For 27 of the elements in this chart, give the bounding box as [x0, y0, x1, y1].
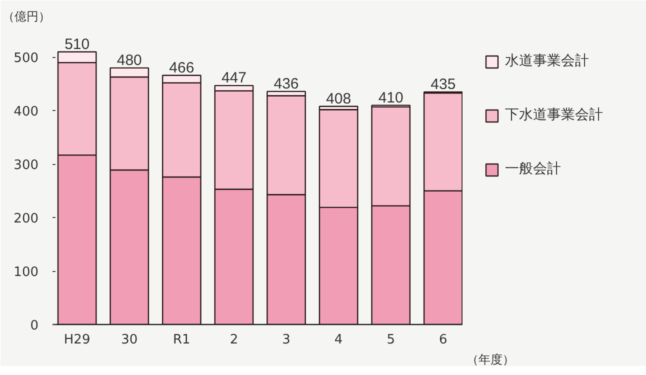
total-label: 435: [430, 76, 456, 93]
x-tick-label: 6: [439, 332, 448, 348]
legend-label: 水道事業会計: [505, 52, 589, 70]
y-tick-label: 400: [14, 104, 39, 120]
y-tick-label: 200: [14, 212, 39, 227]
x-axis-title: （年度）: [466, 352, 514, 366]
total-label: 410: [378, 89, 404, 106]
total-label: 466: [169, 59, 194, 76]
total-label: 436: [274, 75, 299, 92]
total-label: 480: [116, 52, 142, 69]
y-tick-label: 300: [14, 158, 39, 174]
x-tick-label: 3: [282, 332, 290, 348]
total-label: 510: [64, 36, 90, 53]
total-label: 408: [326, 90, 352, 108]
legend-label: 下水道事業会計: [505, 106, 603, 124]
legend-label: 一般会計: [505, 160, 561, 178]
x-tick-label: 5: [386, 332, 395, 348]
y-tick-label: 500: [14, 51, 39, 66]
x-tick-label: H29: [64, 332, 90, 348]
x-tick-label: 2: [230, 332, 238, 348]
x-tick-label: 4: [334, 332, 343, 348]
y-axis-title: （億円）: [2, 10, 50, 24]
x-tick-label: R1: [173, 332, 190, 348]
y-tick-label: 0: [30, 318, 39, 334]
y-tick-label: 100: [14, 265, 39, 280]
x-tick-label: 30: [121, 332, 138, 348]
total-label: 447: [221, 70, 246, 87]
